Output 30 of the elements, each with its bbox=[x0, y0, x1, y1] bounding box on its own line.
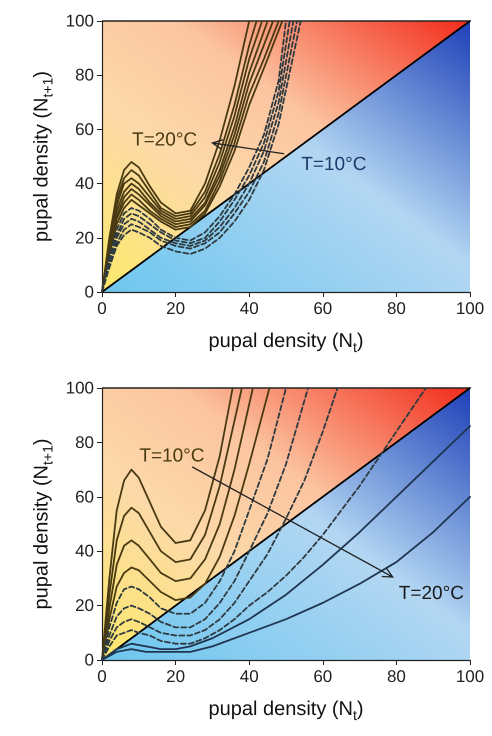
y-axis-title: pupal density (Nt+1) bbox=[30, 438, 56, 610]
y-tick-label: 100 bbox=[66, 12, 94, 30]
y-tick-label: 40 bbox=[75, 174, 94, 194]
y-tick-label: 80 bbox=[75, 66, 94, 85]
x-tick-label: 60 bbox=[313, 667, 332, 686]
annotation: T=20°C bbox=[132, 130, 198, 151]
x-tick-label: 60 bbox=[313, 299, 332, 318]
x-tick-label: 80 bbox=[386, 299, 406, 318]
y-axis-title: pupal density (Nt+1) bbox=[30, 70, 56, 242]
x-tick-label: 80 bbox=[386, 667, 406, 686]
y-tick-label: 60 bbox=[75, 120, 94, 139]
annotation: T=10°C bbox=[139, 446, 204, 466]
x-tick-label: 0 bbox=[97, 667, 107, 686]
annotation: T=10°C bbox=[301, 154, 366, 176]
y-tick-label: 100 bbox=[66, 378, 94, 398]
y-tick-label: 20 bbox=[75, 596, 94, 616]
y-tick-label: 60 bbox=[75, 487, 94, 506]
x-tick-label: 100 bbox=[456, 667, 484, 686]
x-tick-label: 20 bbox=[166, 299, 186, 318]
x-tick-label: 40 bbox=[240, 299, 259, 318]
x-tick-label: 40 bbox=[240, 667, 259, 686]
x-tick-label: 100 bbox=[456, 299, 484, 318]
annotation: T=20°C bbox=[398, 582, 464, 604]
y-tick-label: 0 bbox=[84, 650, 94, 670]
x-tick-label: 0 bbox=[97, 299, 107, 318]
x-tick-label: 20 bbox=[166, 667, 186, 686]
y-tick-label: 80 bbox=[75, 432, 94, 452]
y-tick-label: 0 bbox=[84, 282, 94, 302]
y-tick-label: 20 bbox=[75, 228, 94, 248]
y-tick-label: 40 bbox=[75, 542, 94, 561]
